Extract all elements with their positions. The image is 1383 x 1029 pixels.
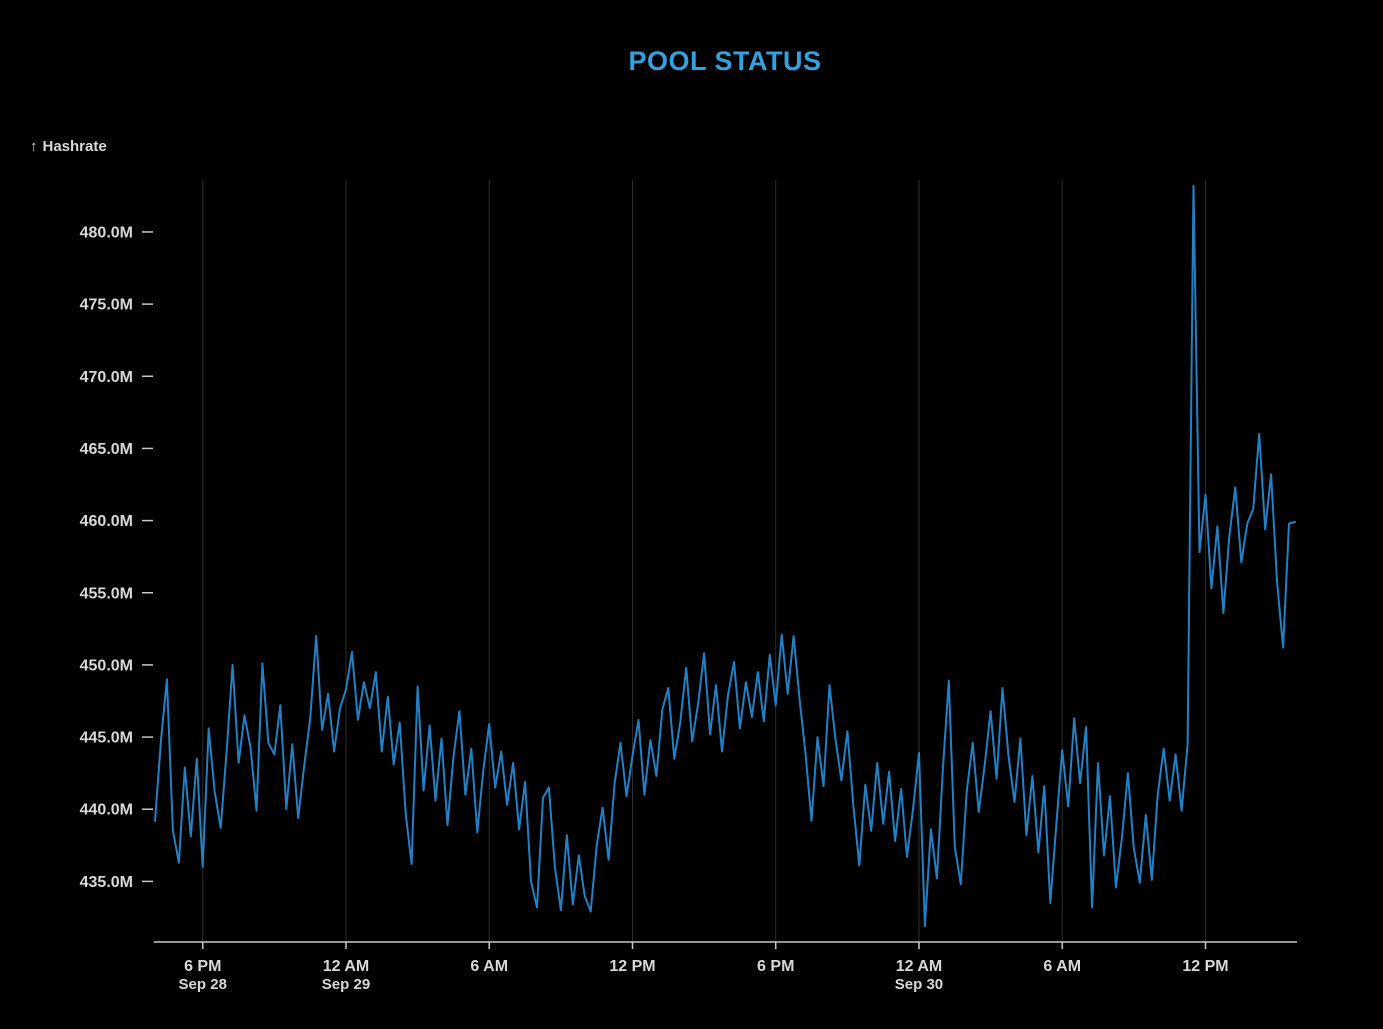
y-tick-label: 450.0M (80, 657, 133, 674)
x-tick-label: 12 AM (896, 958, 943, 975)
y-tick-label: 440.0M (80, 802, 133, 819)
y-tick-label: 445.0M (80, 730, 133, 747)
hashrate-series-line (154, 184, 1296, 928)
x-tick-label: 6 AM (470, 958, 508, 975)
x-tick-label: 12 PM (1182, 958, 1228, 975)
x-tick-label: 6 PM (757, 958, 794, 975)
y-axis-title-text: Hashrate (42, 138, 107, 155)
up-arrow-icon: ↑ (30, 138, 38, 155)
x-tick-date-label: Sep 30 (895, 976, 943, 993)
x-tick-date-label: Sep 29 (322, 976, 370, 993)
x-tick-date-label: Sep 28 (179, 976, 227, 993)
y-axis-title: ↑ Hashrate (30, 138, 107, 155)
y-tick-label: 480.0M (80, 224, 133, 241)
x-tick-label: 6 PM (184, 958, 221, 975)
chart-title: POOL STATUS (628, 46, 822, 76)
y-tick-label: 455.0M (80, 585, 133, 602)
x-tick-label: 12 PM (609, 958, 655, 975)
x-tick-label: 6 AM (1043, 958, 1081, 975)
y-tick-label: 475.0M (80, 297, 133, 314)
y-tick-label: 465.0M (80, 441, 133, 458)
y-tick-label: 460.0M (80, 513, 133, 530)
y-tick-label: 470.0M (80, 369, 133, 386)
y-tick-label: 435.0M (80, 874, 133, 891)
x-tick-label: 12 AM (323, 958, 370, 975)
